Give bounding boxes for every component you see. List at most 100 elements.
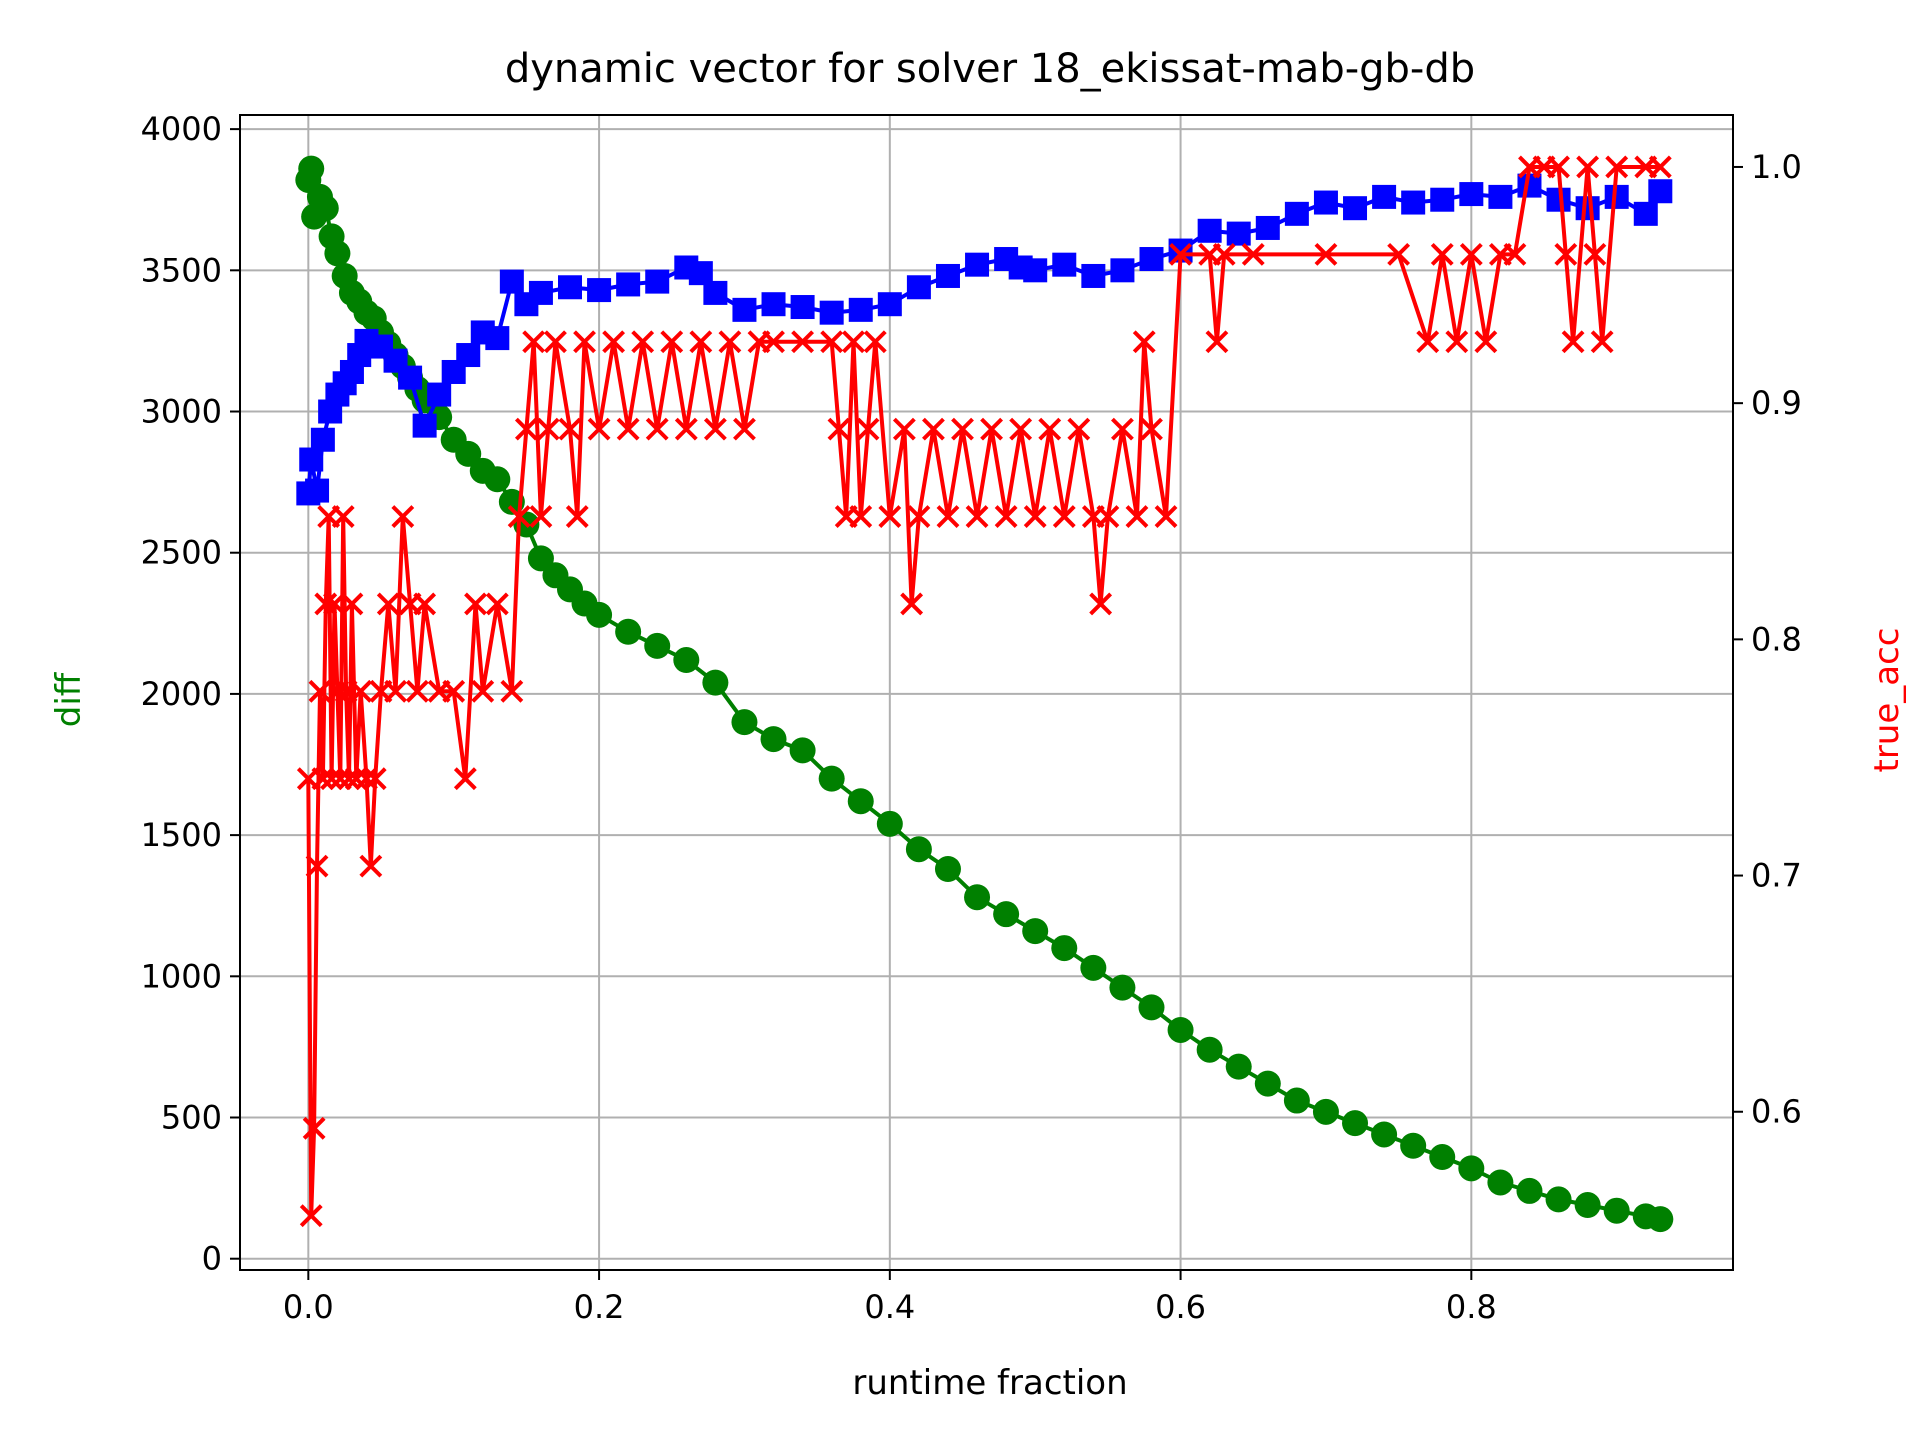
chart-title: dynamic vector for solver 18_ekissat-mab… <box>505 46 1475 92</box>
data-point <box>1052 505 1076 528</box>
x-tick-label: 0.6 <box>1155 1288 1206 1326</box>
data-point <box>847 788 874 815</box>
data-point <box>349 679 373 703</box>
data-point <box>1109 974 1136 1001</box>
data-point <box>442 679 466 703</box>
data-point <box>994 505 1018 528</box>
data-point <box>1561 330 1585 354</box>
y-right-tick-label: 0.7 <box>1751 857 1802 895</box>
data-point <box>359 854 383 878</box>
data-point <box>1547 155 1570 179</box>
data-point <box>616 417 640 441</box>
data-point <box>1212 242 1236 266</box>
data-point <box>500 679 524 703</box>
data-point <box>1590 330 1614 354</box>
data-point <box>1089 592 1113 616</box>
data-point <box>615 618 642 645</box>
data-point <box>1283 1087 1310 1114</box>
data-point <box>384 679 407 703</box>
data-point <box>965 505 989 528</box>
data-point <box>1400 1132 1427 1159</box>
data-point <box>1574 1192 1601 1219</box>
data-point <box>1372 184 1397 209</box>
data-point <box>819 300 844 325</box>
data-point <box>1038 417 1062 441</box>
data-point <box>413 592 437 616</box>
data-point <box>355 767 378 791</box>
y-tick-label: 4000 <box>141 110 222 148</box>
data-point <box>1138 994 1165 1021</box>
data-point <box>376 592 400 616</box>
data-point <box>565 505 589 528</box>
data-point <box>325 679 349 703</box>
data-point <box>1554 242 1578 266</box>
data-point <box>302 1116 326 1140</box>
data-point <box>1255 215 1280 240</box>
data-point <box>1459 242 1483 266</box>
data-point <box>790 295 815 320</box>
data-point <box>935 263 960 288</box>
data-point <box>820 330 844 354</box>
data-point <box>314 592 338 616</box>
data-point <box>1371 1121 1398 1148</box>
data-point <box>1254 1070 1281 1097</box>
data-point <box>587 417 611 441</box>
data-point <box>1154 505 1178 528</box>
data-point <box>456 343 481 368</box>
data-point <box>1023 258 1048 283</box>
y-axis-label: diff <box>49 671 89 727</box>
data-point <box>484 466 511 493</box>
data-point <box>527 545 554 572</box>
data-point <box>1111 417 1134 441</box>
plot-frame <box>239 114 1734 1271</box>
data-point <box>299 1204 323 1228</box>
data-point <box>485 326 510 351</box>
data-point <box>455 440 482 467</box>
data-point <box>760 726 787 753</box>
data-point <box>905 836 932 863</box>
data-point <box>1022 918 1049 945</box>
data-point <box>305 478 330 503</box>
data-point <box>544 330 567 354</box>
data-point <box>718 330 742 354</box>
data-point <box>1603 1197 1630 1224</box>
data-point <box>673 647 700 674</box>
data-point <box>1067 417 1091 441</box>
data-point <box>876 810 903 837</box>
data-point <box>412 413 437 438</box>
data-point <box>536 417 560 441</box>
data-point <box>1458 1155 1485 1182</box>
y-right-tick-label: 0.6 <box>1751 1093 1802 1131</box>
y-tick-label: 2500 <box>141 534 222 572</box>
data-point <box>733 417 756 441</box>
data-point <box>1342 1110 1369 1137</box>
y-right-tick-label: 1.0 <box>1751 148 1802 186</box>
data-point <box>1226 221 1251 246</box>
data-point <box>965 252 990 277</box>
data-point <box>980 417 1004 441</box>
data-point <box>849 505 873 528</box>
y-tick-label: 1000 <box>141 957 222 995</box>
y-tick-label: 3000 <box>141 393 222 431</box>
data-point <box>311 767 335 791</box>
data-point <box>818 765 845 792</box>
data-point <box>391 505 415 528</box>
y-right-tick-label: 0.8 <box>1751 620 1802 658</box>
data-point <box>305 854 329 878</box>
data-point <box>1474 330 1498 354</box>
data-point <box>1009 417 1033 441</box>
data-point <box>1583 242 1607 266</box>
data-point <box>645 269 670 294</box>
y-tick-label: 2000 <box>141 675 222 713</box>
data-point <box>1575 196 1600 221</box>
data-point <box>703 417 727 441</box>
data-point <box>1605 155 1629 179</box>
data-point <box>863 330 887 354</box>
data-point <box>1196 1036 1223 1063</box>
data-point <box>1051 935 1078 962</box>
data-point <box>907 505 931 528</box>
data-point <box>1284 201 1309 226</box>
